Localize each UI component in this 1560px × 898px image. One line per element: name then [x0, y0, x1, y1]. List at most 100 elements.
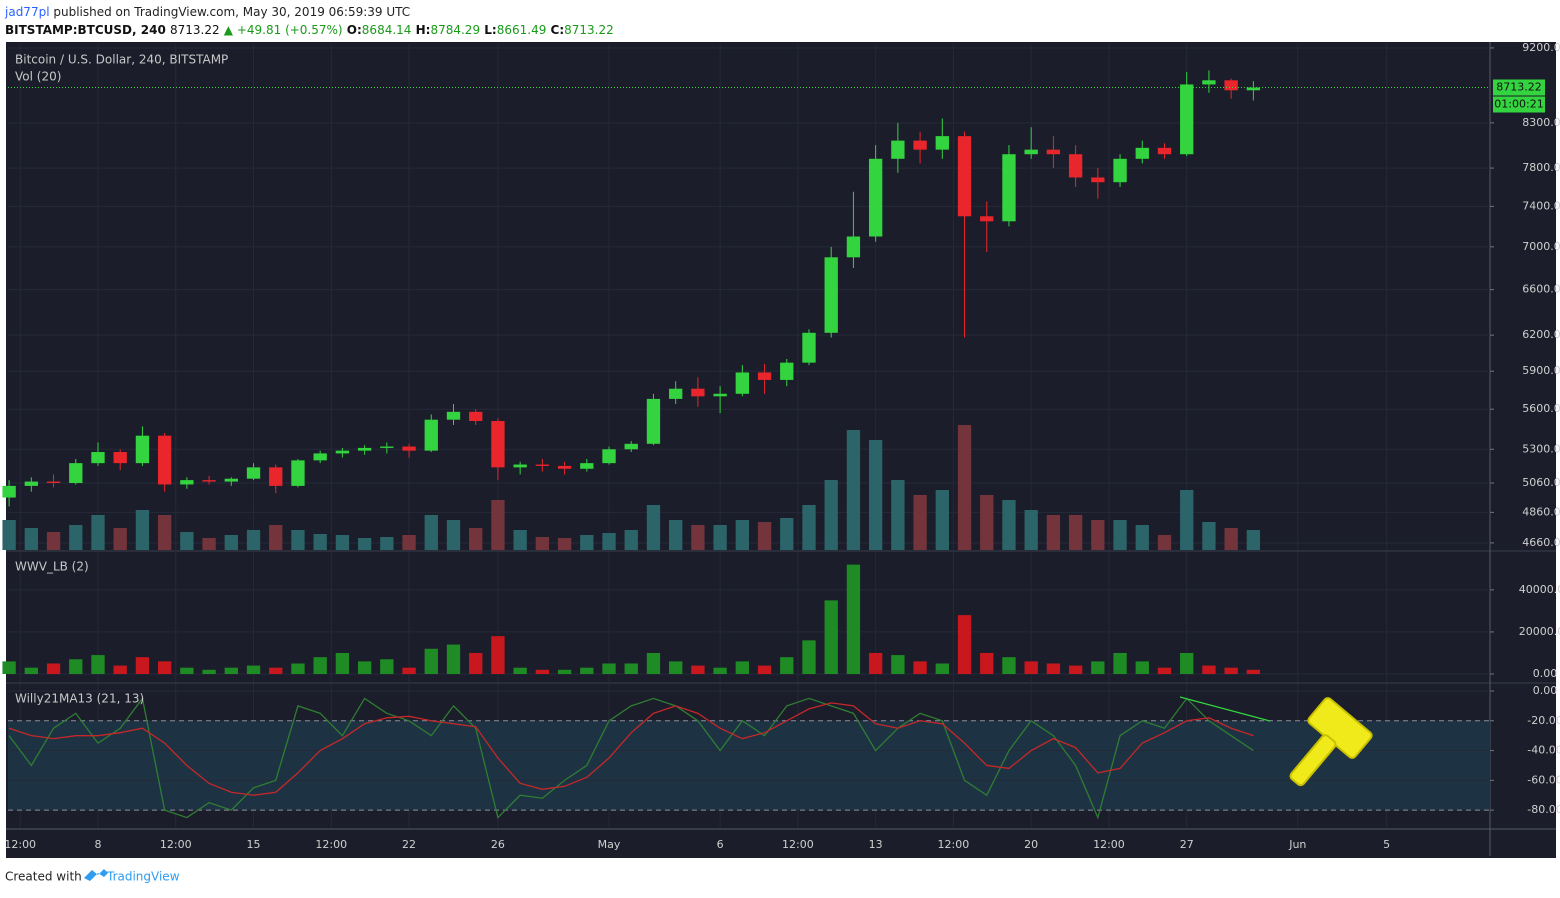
volume-bar — [113, 528, 127, 550]
x-tick-label: 26 — [491, 838, 505, 851]
candle-body — [402, 446, 416, 451]
volume-bar — [402, 535, 416, 550]
volume-bar — [957, 425, 972, 550]
pane-title: WWV_LB (2) — [15, 560, 89, 574]
candle-body — [46, 481, 61, 484]
wwv-bar — [513, 667, 527, 675]
wwv-bar — [780, 657, 794, 675]
volume-bar — [557, 538, 572, 550]
y-tick-label: 0.00 — [1533, 667, 1558, 680]
x-tick-label: 12:00 — [160, 838, 192, 851]
candle-body — [91, 452, 105, 464]
y-tick-label: 0.00 — [1533, 684, 1558, 697]
wwv-bar — [713, 667, 727, 675]
wwv-bar — [691, 665, 705, 675]
candle-body — [1046, 149, 1061, 155]
wwv-bar — [846, 564, 861, 675]
candle-body — [1024, 149, 1038, 155]
candle-body — [1113, 158, 1127, 183]
volume-title: Vol (20) — [15, 70, 61, 84]
candle-body — [891, 140, 905, 159]
ohlc-value: 8661.49 — [497, 23, 547, 37]
footer-brand[interactable]: TradingView — [106, 870, 180, 884]
candle-body — [602, 449, 616, 464]
candle-body — [24, 481, 38, 486]
change: ▲ +49.81 (+0.57%) — [224, 23, 343, 37]
candle-body — [980, 216, 994, 222]
wwv-bar — [1224, 667, 1238, 675]
y-tick-label: 5300.00 — [1522, 442, 1560, 455]
ohlc-label: C: — [551, 23, 565, 37]
y-tick-label: 6200.00 — [1522, 328, 1560, 341]
wwv-bar — [291, 663, 305, 675]
candle-body — [557, 465, 572, 469]
volume-bar — [824, 480, 838, 550]
countdown-box — [1493, 96, 1545, 113]
wwv-bar — [1091, 661, 1105, 675]
wwv-bar — [802, 640, 816, 675]
y-tick-label: 7800.00 — [1522, 161, 1560, 174]
ohlc-label: L: — [484, 23, 496, 37]
wwv-bar — [1046, 663, 1061, 675]
wwv-bar — [580, 667, 594, 675]
ohlc-value: 8684.14 — [362, 23, 412, 37]
volume-bar — [46, 532, 61, 550]
wwv-bar — [246, 665, 261, 675]
wwv-bar — [1180, 652, 1194, 675]
ohlc-value: 8784.29 — [430, 23, 480, 37]
volume-bar — [246, 530, 261, 550]
volume-bar — [157, 515, 172, 550]
x-tick-label: 8 — [94, 838, 101, 851]
wwv-bar — [1113, 652, 1127, 675]
candle-body — [135, 435, 150, 464]
y-tick-label: -20.00 — [1527, 714, 1560, 727]
volume-bar — [380, 537, 394, 550]
volume-bar — [535, 537, 550, 550]
volume-bar — [1113, 520, 1127, 550]
y-tick-label: 40000.00 — [1519, 583, 1560, 596]
symbol: BITSTAMP:BTCUSD, 240 — [5, 23, 166, 37]
candle-body — [246, 467, 261, 479]
y-tick-label: 5900.00 — [1522, 364, 1560, 377]
wwv-bar — [624, 663, 638, 675]
volume-bar — [1002, 500, 1016, 550]
volume-bar — [180, 532, 194, 550]
volume-bar — [446, 520, 461, 550]
candle-body — [202, 480, 216, 482]
candle-body — [1180, 84, 1194, 155]
footer-created: Created with — [5, 870, 82, 884]
wwv-bar — [335, 652, 350, 675]
wwv-bar — [224, 667, 238, 675]
candle-body — [757, 372, 772, 380]
wwv-bar — [91, 655, 105, 675]
candle-body — [535, 464, 550, 466]
chart-layer: 12:00 8 12:00 15 12:00 22 26 May 6 12:00 13 12:00 20… — [2, 41, 1560, 856]
volume-bar — [224, 535, 238, 550]
candle-body — [113, 452, 127, 464]
overlay: Bitcoin / U.S. Dollar, 240, BITSTAMP Vol… — [5, 53, 1373, 884]
volume-bar — [513, 530, 527, 550]
candle-body — [957, 136, 972, 217]
volume-bar — [1180, 490, 1194, 550]
wwv-bar — [46, 663, 61, 675]
wwv-bar — [269, 667, 283, 675]
indicator-line — [8, 702, 1254, 796]
volume-bar — [1135, 525, 1149, 550]
volume-bar — [602, 533, 616, 550]
wwv-bar — [535, 669, 550, 675]
y-tick-label: 4860.00 — [1522, 505, 1560, 518]
candle-body — [735, 372, 749, 394]
volume-bar — [1046, 515, 1061, 550]
author[interactable]: jad77pl — [4, 5, 50, 19]
volume-bar — [491, 500, 505, 550]
wwv-bar — [757, 665, 772, 675]
wwv-bar — [157, 661, 172, 675]
x-tick-label: May — [598, 838, 621, 851]
candle-body — [424, 419, 438, 451]
wwv-bar — [735, 661, 749, 675]
gavel-icon — [1289, 697, 1373, 787]
volume-bar — [1068, 515, 1083, 550]
y-tick-label: 7400.00 — [1522, 199, 1560, 212]
volume-bar — [713, 525, 727, 550]
candle-body — [224, 478, 238, 482]
